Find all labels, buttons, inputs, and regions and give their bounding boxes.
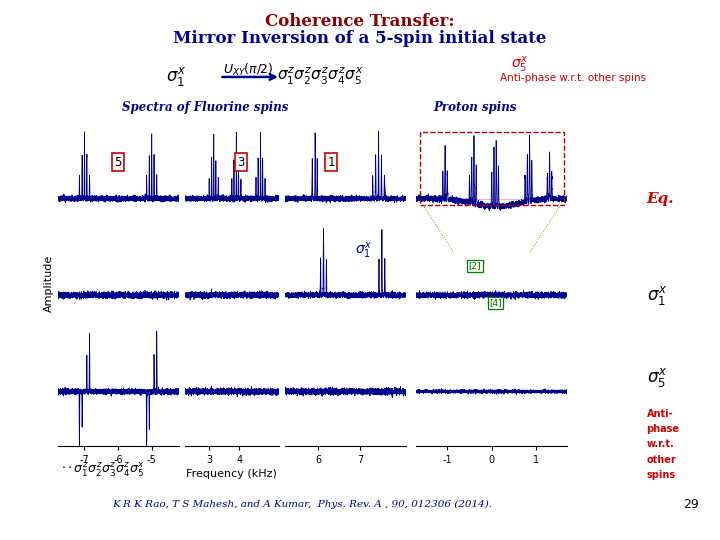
Text: other: other [647,455,676,464]
Text: Proton spins: Proton spins [433,102,517,114]
Text: 29: 29 [683,498,698,511]
Text: Eq.: Eq. [647,192,674,206]
Text: $\sigma_1^x$: $\sigma_1^x$ [166,65,186,88]
Text: 5: 5 [114,156,122,168]
Text: K R K Rao, T S Mahesh, and A Kumar,  Phys. Rev. A , 90, 012306 (2014).: K R K Rao, T S Mahesh, and A Kumar, Phys… [112,501,492,509]
Text: $\sigma_1^x$: $\sigma_1^x$ [355,241,372,261]
Text: 1: 1 [328,156,335,168]
Text: Anti-phase w.r.t. other spins: Anti-phase w.r.t. other spins [500,73,647,83]
Y-axis label: Amplitude: Amplitude [43,255,53,312]
Text: spins: spins [647,470,675,480]
Text: $\sigma_1^z\sigma_2^z\sigma_3^z\sigma_4^z\sigma_5^x$: $\sigma_1^z\sigma_2^z\sigma_3^z\sigma_4^… [277,66,364,87]
Text: [4]: [4] [489,298,502,307]
Text: w.r.t.: w.r.t. [647,440,675,449]
Text: $\sigma_5^x$: $\sigma_5^x$ [511,55,528,75]
Text: $\sigma_5^x$: $\sigma_5^x$ [647,366,667,389]
Text: $U_{XY}(\pi/2)$: $U_{XY}(\pi/2)$ [223,62,274,78]
Text: $\cdot\cdot\sigma_1^z\sigma_2^z\sigma_3^z\sigma_4^z\sigma_5^x$: $\cdot\cdot\sigma_1^z\sigma_2^z\sigma_3^… [61,461,145,478]
Text: Spectra of Fluorine spins: Spectra of Fluorine spins [122,102,289,114]
Text: phase: phase [647,424,680,434]
Text: Coherence Transfer:: Coherence Transfer: [265,14,455,30]
Text: Anti-: Anti- [647,409,673,419]
X-axis label: Frequency (kHz): Frequency (kHz) [186,469,277,478]
Text: Mirror Inversion of a 5-spin initial state: Mirror Inversion of a 5-spin initial sta… [174,30,546,46]
Text: $\sigma_1^x$: $\sigma_1^x$ [647,284,667,307]
Text: 3: 3 [238,156,245,168]
Text: [2]: [2] [469,261,481,270]
